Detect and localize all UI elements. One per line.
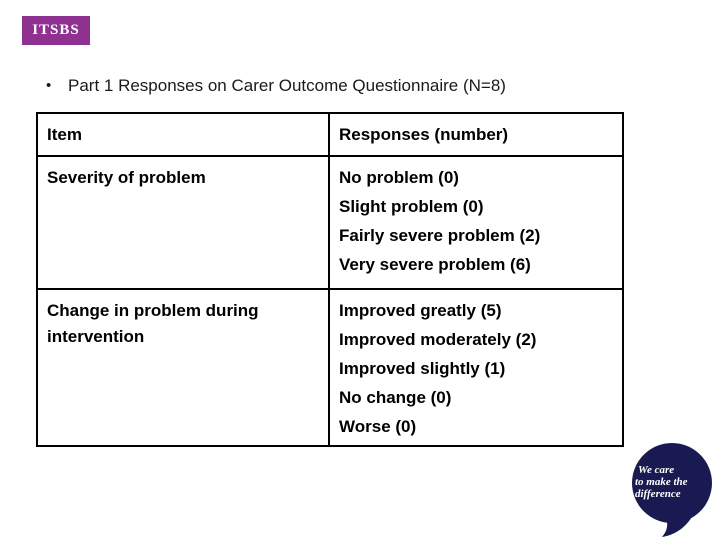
response-line: Improved greatly (5) xyxy=(339,301,502,320)
response-line: Slight problem (0) xyxy=(339,197,484,216)
we-care-logo: We care to make the difference xyxy=(632,443,712,537)
logo-text-line: difference xyxy=(635,488,681,500)
table-row: Change in problem during intervention Im… xyxy=(36,288,624,447)
table-header-row: Item Responses (number) xyxy=(36,112,624,157)
response-line: Fairly severe problem (2) xyxy=(339,226,541,245)
speech-bubble-tail xyxy=(662,513,692,537)
response-line: No problem (0) xyxy=(339,168,459,187)
response-line: Very severe problem (6) xyxy=(339,255,531,274)
logo-text-line: to make the xyxy=(635,476,688,488)
itsbs-badge: ITSBS xyxy=(22,16,90,45)
item-text: Severity of problem xyxy=(47,168,206,187)
response-line: No change (0) xyxy=(339,388,452,407)
bullet-icon: • xyxy=(46,77,52,94)
response-line: Worse (0) xyxy=(339,417,417,436)
speech-bubble-icon xyxy=(632,443,712,523)
table-row: Severity of problem No problem (0) Sligh… xyxy=(36,155,624,290)
responses-cell: No problem (0) Slight problem (0) Fairly… xyxy=(328,155,624,290)
column-header-item: Item xyxy=(36,112,330,157)
item-text: Change in problem during intervention xyxy=(47,301,259,346)
response-line: Improved slightly (1) xyxy=(339,359,506,378)
item-cell: Change in problem during intervention xyxy=(36,288,330,447)
results-table: Item Responses (number) Severity of prob… xyxy=(36,112,624,447)
response-line: Improved moderately (2) xyxy=(339,330,537,349)
item-cell: Severity of problem xyxy=(36,155,330,290)
logo-text-line: We care xyxy=(638,464,674,476)
column-header-responses: Responses (number) xyxy=(328,112,624,157)
slide-title-row: • Part 1 Responses on Carer Outcome Ques… xyxy=(46,76,506,96)
responses-cell: Improved greatly (5) Improved moderately… xyxy=(328,288,624,447)
slide-title: Part 1 Responses on Carer Outcome Questi… xyxy=(68,76,506,95)
